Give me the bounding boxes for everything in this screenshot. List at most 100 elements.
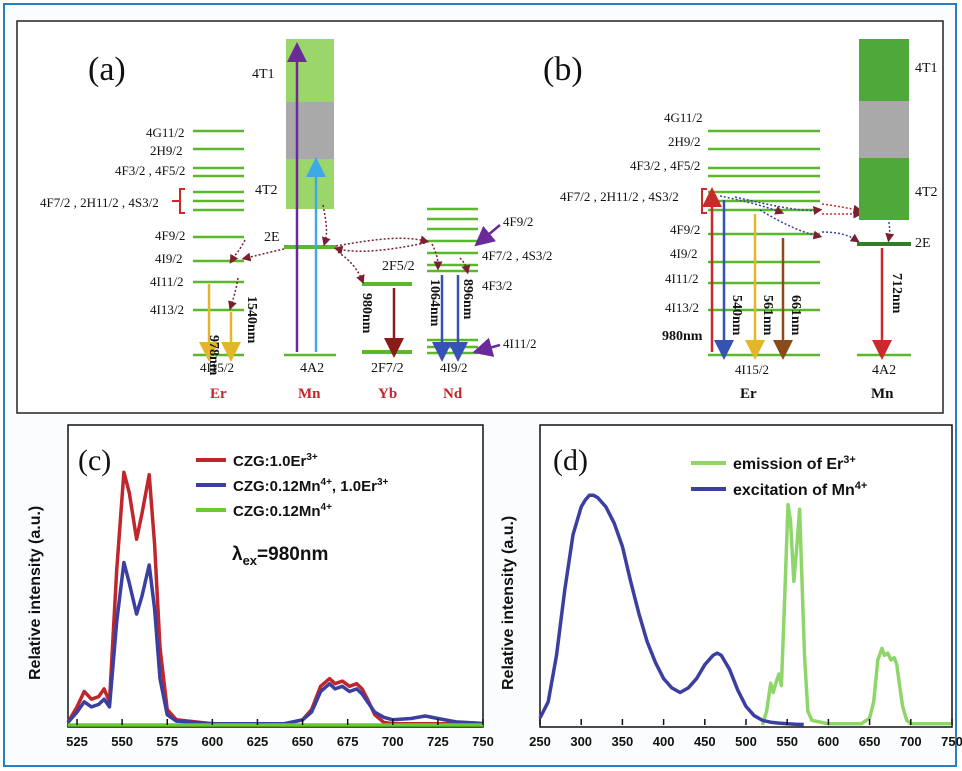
chart-c-series-line: [66, 560, 484, 726]
dotted-arrow: [229, 239, 246, 264]
chart-c-legend: CZG:1.0Er3+ CZG:0.12Mn4+, 1.0Er3+ CZG:0.…: [196, 452, 389, 520]
chart-d-series-line: [538, 493, 804, 727]
chart-c-x-tick-label: 600: [201, 734, 223, 749]
chart-d-x-tick-label: 350: [612, 734, 634, 749]
dotted-arrow: [228, 277, 239, 311]
mn-4t2-band-b: [859, 158, 909, 220]
er-level-label: 2H9/2: [150, 143, 183, 158]
mn-level-label: 4T1: [915, 61, 938, 76]
er-level-label: 4F9/2: [155, 228, 185, 243]
chart-d-x-tick-label: 750: [941, 734, 962, 749]
chart-d-x-tick-label: 500: [735, 734, 757, 749]
er-level-label: 4I15/2: [735, 362, 769, 377]
label-1064nm: 1064nm: [427, 279, 442, 327]
dotted-arrow: [821, 203, 863, 214]
er-level-label: 4I9/2: [155, 251, 182, 266]
mn-level-label: 2E: [264, 230, 280, 245]
er-level-labels-a: 4G11/2 2H9/2 4F3/2 , 4F5/2 4F7/2 , 2H11/…: [40, 125, 234, 375]
ion-labels-a: Er Mn Yb Nd: [210, 386, 463, 402]
dotted-arrow: [241, 248, 285, 262]
dotted-arrow: [734, 196, 823, 215]
er-level-label: 2H9/2: [668, 134, 701, 149]
ion-label-yb: Yb: [378, 386, 397, 402]
ion-label-er: Er: [210, 386, 227, 402]
chart-d-x-tick-label: 650: [859, 734, 881, 749]
panel-a: (a) 4G11/2 2H9/2 4F3/2 , 4F5/2 4F7/2 , 2…: [40, 39, 552, 402]
chart-c-x-tick-label: 650: [292, 734, 314, 749]
ion-label-nd: Nd: [443, 386, 463, 402]
chart-c: (c) Relative intensity (a.u.) 525 550 575 6…: [27, 424, 494, 749]
dotted-arrow: [335, 235, 430, 247]
panel-a-label: (a): [88, 51, 126, 88]
mn-level-label: 2E: [915, 236, 931, 251]
chart-d-x-tick-label: 450: [694, 734, 716, 749]
chart-c-x-tick-label: 575: [156, 734, 178, 749]
er-level-label: 4I9/2: [670, 246, 697, 261]
chart-c-x-tick-label: 675: [337, 734, 359, 749]
er-level-label: 4G11/2: [664, 110, 703, 125]
chart-d-x-tick-label: 600: [818, 734, 840, 749]
chart-d-x-tick-label: 700: [900, 734, 922, 749]
nd-level-label: 4F7/2 , 4S3/2: [482, 248, 552, 263]
legend-label: CZG:0.12Mn4+: [233, 502, 332, 520]
label-978nm: 978nm: [206, 335, 221, 376]
arrow-nd-excite: [472, 337, 501, 357]
er-levels-b: [708, 129, 820, 357]
legend-label: excitation of Mn4+: [733, 480, 867, 499]
label-540nm: 540nm: [729, 295, 744, 336]
chart-d-x-tick-label: 300: [570, 734, 592, 749]
er-level-label: 4G11/2: [146, 125, 185, 140]
mn-level-label: 4T2: [255, 183, 278, 198]
label-896nm: 896nm: [460, 279, 475, 320]
panel-b: (b) 4G11/2 2H9/2 4F3/2 , 4F5/2 4F7/2 , 2…: [543, 39, 938, 402]
er-level-label: 4I13/2: [665, 300, 699, 315]
mn-level-label: 4A2: [300, 361, 324, 376]
mn-level-label: 4T2: [915, 185, 938, 200]
yb-level-label: 2F5/2: [382, 259, 415, 274]
legend-label: CZG:0.12Mn4+, 1.0Er3+: [233, 477, 389, 495]
chart-d-x-tick-label: 250: [529, 734, 551, 749]
chart-c-x-tick-label: 625: [247, 734, 269, 749]
bracket-icon: [172, 188, 185, 214]
chart-d-series-line: [760, 502, 952, 726]
ion-label-mn: Mn: [298, 386, 321, 402]
arrow-nd-excite: [474, 224, 501, 247]
panel-b-label: (b): [543, 51, 583, 88]
label-1540nm: 1540nm: [244, 296, 259, 344]
chart-d-x-tick-label: 400: [653, 734, 675, 749]
panel-d-label: (d): [553, 444, 588, 477]
ion-label-er-b: Er: [740, 386, 757, 402]
chart-c-x-tick-label: 550: [111, 734, 133, 749]
mn-level-label: 4T1: [252, 67, 275, 82]
legend-label: emission of Er3+: [733, 454, 856, 473]
er-level-label: 4F7/2 , 2H11/2 , 4S3/2: [560, 189, 679, 204]
mn-gap: [286, 102, 334, 159]
chart-c-annotation: λex=980nm: [232, 544, 328, 568]
mn-gap-b: [859, 101, 909, 158]
er-level-label: 4F3/2 , 4F5/2: [115, 163, 185, 178]
chart-d-legend: emission of Er3+ excitation of Mn4+: [691, 454, 867, 499]
nd-level-label: 4I9/2: [440, 360, 467, 375]
dotted-arrow: [759, 209, 823, 240]
chart-c-x-tick-label: 725: [427, 734, 449, 749]
dotted-arrow: [337, 251, 365, 285]
chart-d-ylabel: Relative intensity (a.u.): [500, 516, 517, 690]
mn-level-label: 4A2: [872, 363, 896, 378]
er-level-label: 4I15/2: [200, 360, 234, 375]
dotted-arrow: [459, 257, 471, 275]
label-980nm-yb: 980nm: [359, 293, 374, 334]
er-level-label: 4I11/2: [665, 271, 698, 286]
dotted-arrow: [321, 204, 331, 247]
mn-4t2-band: [286, 159, 334, 209]
er-level-label: 4I13/2: [150, 302, 184, 317]
label-712nm: 712nm: [889, 273, 904, 314]
dotted-arrow: [719, 195, 785, 215]
legend-label: CZG:1.0Er3+: [233, 452, 318, 470]
nd-level-label: 4I11/2: [503, 336, 536, 351]
er-level-label: 4F7/2 , 2H11/2 , 4S3/2: [40, 195, 159, 210]
chart-c-ylabel: Relative intensity (a.u.): [27, 506, 44, 680]
ion-label-mn-b: Mn: [871, 386, 894, 402]
dotted-arrow: [431, 243, 443, 271]
label-561nm: 561nm: [760, 295, 775, 336]
